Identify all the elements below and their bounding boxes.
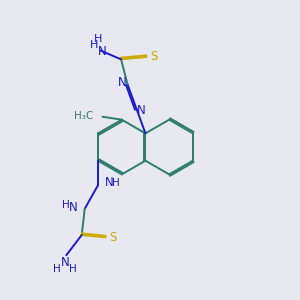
Text: H: H bbox=[62, 200, 70, 210]
Text: N: N bbox=[61, 256, 70, 269]
Text: H₃C: H₃C bbox=[74, 111, 94, 121]
Text: H: H bbox=[53, 264, 61, 274]
Text: N: N bbox=[98, 45, 106, 58]
Text: H: H bbox=[94, 34, 102, 44]
Text: N: N bbox=[69, 201, 78, 214]
Text: H: H bbox=[89, 40, 98, 50]
Text: S: S bbox=[109, 231, 117, 244]
Text: N: N bbox=[118, 76, 127, 89]
Text: H: H bbox=[69, 264, 77, 274]
Text: S: S bbox=[150, 50, 158, 64]
Text: H: H bbox=[112, 178, 120, 188]
Text: N: N bbox=[137, 104, 146, 117]
Text: N: N bbox=[105, 176, 114, 189]
